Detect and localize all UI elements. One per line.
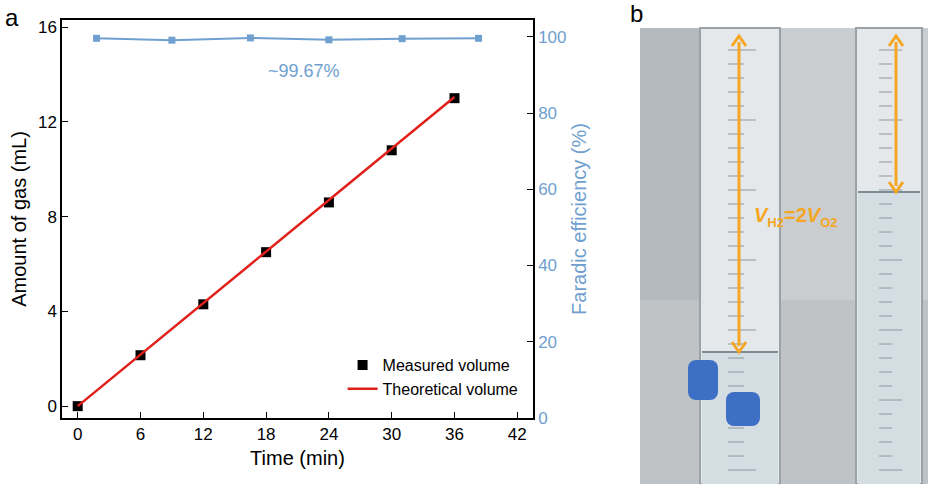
svg-text:20: 20	[538, 333, 557, 352]
svg-text:80: 80	[538, 104, 557, 123]
svg-text:8: 8	[47, 208, 56, 227]
svg-text:6: 6	[136, 425, 145, 444]
svg-text:4: 4	[47, 302, 56, 321]
svg-text:Faradic efficiency (%): Faradic efficiency (%)	[568, 123, 590, 315]
svg-text:Measured volume: Measured volume	[383, 357, 510, 374]
svg-text:18: 18	[257, 425, 276, 444]
svg-text:Time (min): Time (min)	[250, 447, 345, 469]
svg-text:~99.67%: ~99.67%	[268, 61, 340, 81]
svg-text:0: 0	[538, 409, 547, 428]
svg-text:40: 40	[538, 256, 557, 275]
svg-text:12: 12	[194, 425, 213, 444]
svg-text:Amount of gas (mL): Amount of gas (mL)	[8, 131, 30, 307]
svg-text:12: 12	[38, 113, 57, 132]
svg-text:0: 0	[47, 397, 56, 416]
svg-text:Theoretical volume: Theoretical volume	[383, 381, 518, 398]
svg-text:0: 0	[73, 425, 82, 444]
svg-text:VH2=2VO2: VH2=2VO2	[754, 204, 837, 230]
svg-text:b: b	[630, 0, 643, 27]
svg-text:100: 100	[538, 28, 566, 47]
svg-text:30: 30	[382, 425, 401, 444]
svg-text:42: 42	[508, 425, 527, 444]
svg-text:36: 36	[445, 425, 464, 444]
svg-text:16: 16	[38, 18, 57, 37]
svg-text:24: 24	[319, 425, 338, 444]
svg-text:a: a	[5, 4, 19, 31]
svg-text:60: 60	[538, 180, 557, 199]
